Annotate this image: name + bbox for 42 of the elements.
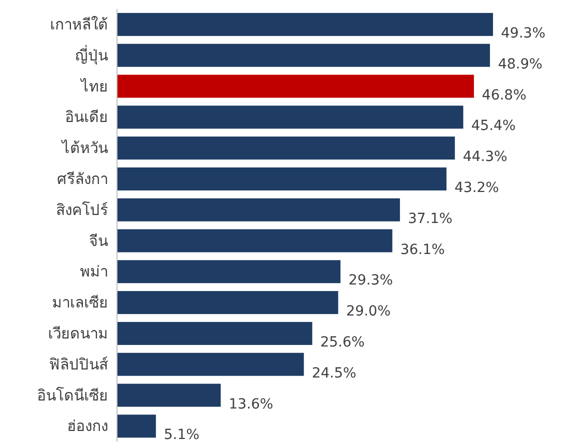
data-label: 29.0% xyxy=(346,304,391,320)
bar xyxy=(117,260,340,284)
data-label: 13.6% xyxy=(228,396,274,412)
y-tick-label: จีน xyxy=(89,232,108,250)
bar xyxy=(117,74,474,98)
y-tick-label: สิงคโปร์ xyxy=(56,200,108,219)
data-label: 45.4% xyxy=(471,118,516,134)
data-label: 24.5% xyxy=(312,365,356,382)
bar xyxy=(117,322,312,345)
y-tick-label: เกาหลีใต้ xyxy=(50,15,108,34)
y-tick-label: ศรีลังกา xyxy=(57,170,108,188)
data-label: 25.6% xyxy=(320,334,365,350)
data-label: 44.3% xyxy=(462,149,508,166)
y-tick-label: ไต้หวัน xyxy=(61,139,108,158)
y-tick-label: พม่า xyxy=(80,262,108,281)
bar xyxy=(117,44,490,67)
bar xyxy=(117,12,493,36)
data-label: 36.1% xyxy=(400,242,445,258)
data-label: 5.1% xyxy=(164,427,200,444)
y-tick-label: ไทย xyxy=(80,77,108,96)
bar xyxy=(117,414,156,438)
bar xyxy=(117,198,400,222)
y-tick-label: มาเลเซีย xyxy=(52,294,108,312)
data-label: 29.3% xyxy=(348,272,393,289)
bar xyxy=(117,106,464,129)
bar xyxy=(117,291,338,314)
y-tick-label: ฮ่องกง xyxy=(67,417,108,436)
y-tick-label: อินโดนีเซีย xyxy=(37,386,108,404)
data-label: 43.2% xyxy=(454,180,499,196)
y-tick-label: เวียดนาม xyxy=(48,324,108,342)
bar xyxy=(117,167,446,190)
data-label: 48.9% xyxy=(498,56,542,72)
data-label: 49.3% xyxy=(501,25,546,42)
y-tick-label: ญี่ปุ่น xyxy=(75,44,108,66)
bar xyxy=(117,136,455,160)
y-tick-label: ฟิลิปปินส์ xyxy=(49,355,108,374)
bar xyxy=(117,352,304,376)
data-label: 46.8% xyxy=(482,87,526,104)
data-label: 37.1% xyxy=(408,210,452,227)
y-tick-label: อินเดีย xyxy=(65,108,108,126)
bar xyxy=(117,229,392,252)
bar xyxy=(117,384,221,407)
